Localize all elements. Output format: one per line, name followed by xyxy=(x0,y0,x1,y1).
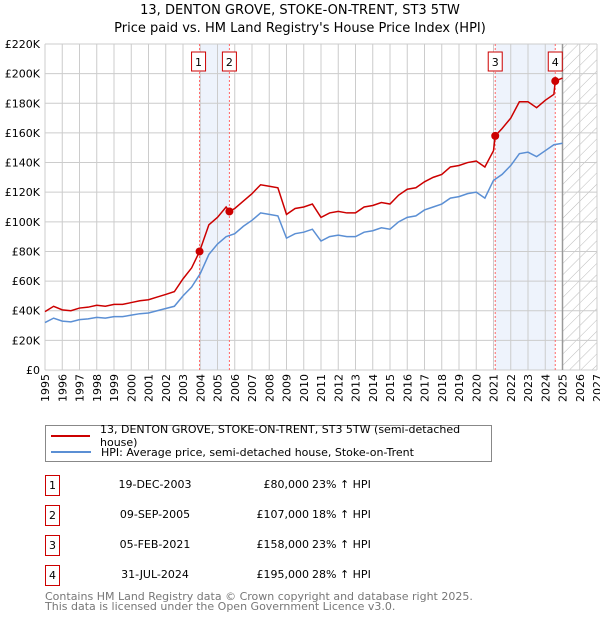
legend-item-property: 13, DENTON GROVE, STOKE-ON-TRENT, ST3 5T… xyxy=(51,423,491,449)
x-tick-label: 2005 xyxy=(212,374,225,402)
sale-hpi-diff: 23% ↑ HPI xyxy=(312,478,371,491)
y-tick-label: £180K xyxy=(5,97,41,110)
y-tick-label: £220K xyxy=(5,38,41,51)
x-tick-label: 2003 xyxy=(177,374,190,402)
sale-marker-number: 3 xyxy=(45,535,60,556)
y-tick-label: £60K xyxy=(12,275,41,288)
y-tick-label: £0 xyxy=(26,364,40,377)
y-tick-label: £200K xyxy=(5,68,41,81)
x-tick-label: 1998 xyxy=(91,374,104,402)
x-tick-label: 2002 xyxy=(160,374,173,402)
x-tick-label: 2016 xyxy=(401,374,414,402)
sale-hpi-diff: 18% ↑ HPI xyxy=(312,508,371,521)
sale-price: £80,000 xyxy=(263,478,310,491)
legend-label: HPI: Average price, semi-detached house,… xyxy=(101,445,414,459)
x-tick-label: 2024 xyxy=(539,374,552,402)
sale-label: 4 xyxy=(552,56,559,69)
x-tick-label: 2023 xyxy=(522,374,535,402)
x-tick-label: 1996 xyxy=(56,374,69,402)
y-tick-label: £120K xyxy=(5,186,41,199)
sale-label-box xyxy=(221,51,237,72)
x-tick-label: 2000 xyxy=(125,374,138,402)
sale-label: 3 xyxy=(492,56,499,69)
footer-copyright: Contains HM Land Registry data © Crown c… xyxy=(45,590,473,603)
sale-point xyxy=(195,247,204,256)
sale-row: 3 05-FEB-2021 £158,000 23% ↑ HPI xyxy=(45,535,445,556)
sale-label-box xyxy=(547,51,563,72)
legend: 13, DENTON GROVE, STOKE-ON-TRENT, ST3 5T… xyxy=(45,423,492,462)
sale-price: £107,000 xyxy=(256,508,310,521)
sale-marker-number: 2 xyxy=(45,505,60,526)
y-tick-label: £140K xyxy=(5,157,41,170)
sale-price: £158,000 xyxy=(256,538,310,551)
ownership-span-2 xyxy=(495,44,556,370)
sale-date: 05-FEB-2021 xyxy=(119,538,191,551)
sale-point xyxy=(551,77,560,86)
x-tick-label: 2007 xyxy=(246,374,259,402)
sale-label-box xyxy=(487,51,503,72)
x-tick-label: 2020 xyxy=(470,374,483,402)
chart-subtitle: Price paid vs. HM Land Registry's House … xyxy=(114,21,486,36)
legend-red-line xyxy=(51,435,90,437)
x-tick-label: 1995 xyxy=(39,374,52,402)
hpi-line xyxy=(44,142,563,324)
x-tick-label: 2027 xyxy=(591,374,600,402)
sale-label: 1 xyxy=(195,56,202,69)
x-tick-label: 2012 xyxy=(332,374,345,402)
x-tick-label: 1999 xyxy=(108,374,121,402)
sale-row: 4 31-JUL-2024 £195,000 28% ↑ HPI xyxy=(45,565,445,586)
legend-item-hpi: HPI: Average price, semi-detached house,… xyxy=(51,444,414,460)
x-tick-label: 2006 xyxy=(229,374,242,402)
x-tick-label: 2014 xyxy=(367,374,380,402)
sale-point xyxy=(225,207,234,216)
price-chart: 1995 1996 1997 1998 1999 2000 2001 2002 2003 2004… xyxy=(5,38,600,402)
legend-blue-line xyxy=(51,451,91,453)
y-tick-label: £20K xyxy=(12,334,41,347)
x-tick-label: 2001 xyxy=(143,374,156,402)
price-paid-line xyxy=(44,77,563,313)
x-tick-label: 2026 xyxy=(574,374,587,402)
x-tick-label: 2009 xyxy=(281,374,294,402)
x-tick-label: 2017 xyxy=(419,374,432,402)
y-tick-label: £40K xyxy=(12,305,41,318)
sale-hpi-diff: 28% ↑ HPI xyxy=(312,568,371,581)
x-tick-label: 2004 xyxy=(194,374,207,402)
sale-date: 31-JUL-2024 xyxy=(121,568,189,581)
footer-licence: This data is licensed under the Open Gov… xyxy=(45,600,396,613)
sale-label: 2 xyxy=(226,56,233,69)
legend-label: 13, DENTON GROVE, STOKE-ON-TRENT, ST3 5T… xyxy=(100,423,461,449)
y-tick-label: £80K xyxy=(12,245,41,258)
x-tick-label: 2021 xyxy=(488,374,501,402)
sale-row: 2 09-SEP-2005 £107,000 18% ↑ HPI xyxy=(45,505,445,526)
x-tick-label: 2019 xyxy=(453,374,466,402)
y-tick-label: £100K xyxy=(5,216,41,229)
sale-date: 09-SEP-2005 xyxy=(119,508,191,521)
x-tick-label: 2025 xyxy=(557,374,570,402)
chart-title: 13, DENTON GROVE, STOKE-ON-TRENT, ST3 5T… xyxy=(140,3,460,18)
x-tick-label: 2010 xyxy=(298,374,311,402)
sale-date: 19-DEC-2003 xyxy=(118,478,192,491)
sale-row: 1 19-DEC-2003 £80,000 23% ↑ HPI xyxy=(45,475,445,496)
x-tick-label: 1997 xyxy=(74,374,87,402)
sale-hpi-diff: 23% ↑ HPI xyxy=(312,538,371,551)
ownership-span-1 xyxy=(199,44,230,370)
x-tick-label: 2018 xyxy=(436,374,449,402)
x-tick-label: 2015 xyxy=(384,374,397,402)
x-tick-label: 2013 xyxy=(350,374,363,402)
sale-point xyxy=(491,131,500,140)
sale-label-box xyxy=(191,51,207,72)
x-tick-label: 2022 xyxy=(505,374,518,402)
y-tick-label: £160K xyxy=(5,127,41,140)
sale-marker-number: 4 xyxy=(45,565,60,586)
x-tick-label: 2008 xyxy=(263,374,276,402)
sale-price: £195,000 xyxy=(256,568,310,581)
x-tick-label: 2011 xyxy=(315,374,328,402)
sale-marker-number: 1 xyxy=(45,475,60,496)
